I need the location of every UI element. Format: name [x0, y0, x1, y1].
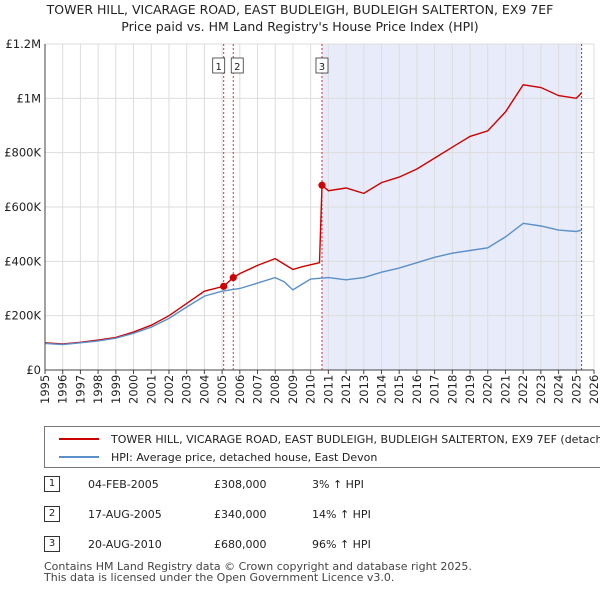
transaction-label-box [315, 57, 329, 74]
x-tick-label: 2019 [463, 375, 477, 404]
transaction-label: 2 [234, 62, 240, 73]
x-tick-label: 2005 [215, 375, 229, 404]
x-tick-label: 1998 [91, 375, 105, 404]
property-price-line [44, 84, 583, 345]
transaction-price: £680,000 [214, 538, 267, 551]
x-tick-label: 2008 [268, 375, 282, 404]
x-tick-label: 2009 [286, 375, 300, 404]
x-tick-label: 2026 [587, 375, 600, 404]
x-tick-label: 2016 [410, 375, 424, 404]
chart-title: TOWER HILL, VICARAGE ROAD, EAST BUDLEIGH… [46, 2, 554, 17]
transaction-date: 20-AUG-2010 [88, 538, 162, 551]
hpi-line [44, 222, 582, 346]
transaction-badge: 3 [44, 536, 60, 552]
y-tick-label: £1.2M [5, 37, 41, 51]
legend-label-hpi: HPI: Average price, detached house, East… [111, 450, 378, 464]
x-tick-label: 2025 [569, 375, 583, 404]
legend-swatch-property [59, 438, 99, 440]
price-chart: TOWER HILL, VICARAGE ROAD, EAST BUDLEIGH… [4, 2, 600, 404]
table-row: 1 04-FEB-2005 £308,000 3% ↑ HPI [44, 476, 444, 494]
transaction-label: 3 [319, 62, 325, 73]
x-tick-label: 2004 [197, 375, 211, 404]
x-tick-label: 2014 [374, 375, 388, 404]
legend-item-property: TOWER HILL, VICARAGE ROAD, EAST BUDLEIGH… [59, 431, 600, 447]
legend-item-hpi: HPI: Average price, detached house, East… [59, 449, 377, 465]
x-tick-label: 2003 [180, 375, 194, 404]
footer-copyright: Contains HM Land Registry data © Crown c… [44, 560, 472, 573]
x-tick-label: 2021 [498, 375, 512, 404]
x-tick-label: 2001 [144, 375, 158, 404]
transaction-price: £340,000 [214, 508, 267, 521]
transaction-date: 04-FEB-2005 [88, 478, 159, 491]
transaction-badge: 1 [44, 476, 60, 492]
transaction-hpi: 3% ↑ HPI [312, 478, 364, 491]
footer: Contains HM Land Registry data © Crown c… [44, 561, 472, 583]
transaction-hpi: 14% ↑ HPI [312, 508, 371, 521]
x-tick-label: 2024 [552, 375, 566, 404]
x-tick-label: 2000 [127, 375, 141, 404]
x-tick-label: 2013 [357, 375, 371, 404]
transaction-label-box [230, 57, 244, 74]
transaction-point [318, 181, 326, 189]
footer-license: This data is licensed under the Open Gov… [44, 571, 395, 584]
x-tick-label: 2023 [534, 375, 548, 404]
y-tick-label: £1M [16, 91, 41, 105]
x-tick-label: 1996 [56, 375, 70, 404]
y-tick-label: £600K [4, 200, 41, 214]
x-tick-label: 2002 [162, 375, 176, 404]
table-row: 2 17-AUG-2005 £340,000 14% ↑ HPI [44, 506, 444, 524]
x-tick-label: 2017 [428, 375, 442, 404]
plot-area: 1 2 3 £0 £200K £400K £600K £800K £1M £1.2M 1995 199… [4, 37, 600, 404]
x-tick-label: 2015 [392, 375, 406, 404]
y-tick-label: £400K [4, 254, 41, 268]
chart-subtitle: Price paid vs. HM Land Registry's House … [121, 19, 478, 34]
x-tick-label: 2010 [304, 375, 318, 404]
transaction-point [229, 274, 237, 282]
legend-label-property: TOWER HILL, VICARAGE ROAD, EAST BUDLEIGH… [111, 432, 600, 446]
legend-swatch-hpi [59, 456, 99, 458]
transaction-date: 17-AUG-2005 [88, 508, 162, 521]
x-tick-label: 2011 [321, 375, 335, 404]
transaction-price: £308,000 [214, 478, 267, 491]
x-tick-label: 2018 [445, 375, 459, 404]
x-tick-label: 2020 [481, 375, 495, 404]
x-tick-label: 1995 [38, 375, 52, 404]
transaction-badge: 2 [44, 506, 60, 522]
y-tick-label: £0 [26, 363, 41, 377]
x-tick-label: 2012 [339, 375, 353, 404]
legend: TOWER HILL, VICARAGE ROAD, EAST BUDLEIGH… [44, 426, 600, 468]
table-row: 3 20-AUG-2010 £680,000 96% ↑ HPI [44, 536, 444, 554]
y-tick-label: £200K [4, 309, 41, 323]
y-tick-label: £800K [4, 146, 41, 160]
transaction-point [220, 282, 228, 290]
x-tick-label: 1999 [109, 375, 123, 404]
x-tick-label: 2022 [516, 375, 530, 404]
x-tick-label: 2006 [233, 375, 247, 404]
transaction-label-box [212, 57, 226, 74]
x-tick-label: 1997 [73, 375, 87, 404]
transaction-label: 1 [216, 62, 222, 73]
transaction-hpi: 96% ↑ HPI [312, 538, 371, 551]
x-tick-label: 2007 [251, 375, 265, 404]
